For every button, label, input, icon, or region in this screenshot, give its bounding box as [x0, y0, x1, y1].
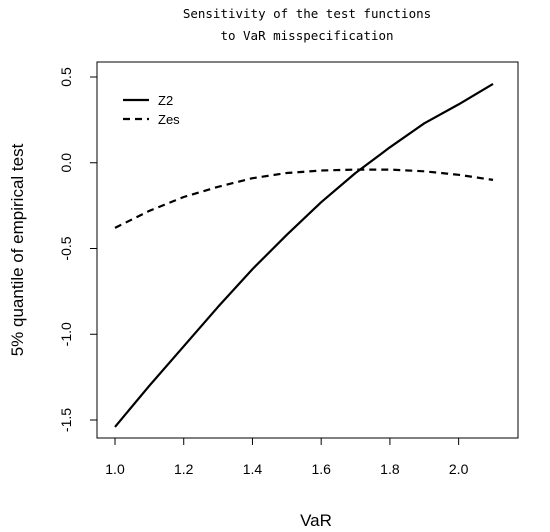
x-tick-label-4: 1.8 — [380, 461, 400, 477]
x-tick-label-3: 1.6 — [311, 461, 331, 477]
y-tick-label-0: -1.5 — [58, 408, 74, 432]
legend: Z2 Zes — [123, 93, 180, 127]
x-tick-label-5: 2.0 — [449, 461, 469, 477]
chart-title-line-2: to VaR misspecification — [220, 28, 393, 43]
legend-label-zes: Zes — [158, 112, 180, 127]
y-tick-label-1: -1.0 — [58, 322, 74, 346]
series-line-zes — [114, 168, 494, 229]
chart-title-line-1: Sensitivity of the test functions — [183, 6, 431, 21]
y-tick-label-2: -0.5 — [58, 236, 74, 260]
x-axis-label: VaR — [300, 511, 332, 530]
y-axis: -1.5 -1.0 -0.5 0.0 0.5 — [58, 67, 98, 432]
x-tick-label-2: 1.4 — [243, 461, 263, 477]
series-line-z2 — [114, 82, 494, 428]
y-tick-label-4: 0.5 — [58, 67, 74, 87]
y-axis-label: 5% quantile of empirical test — [8, 143, 27, 356]
series-layer — [114, 82, 494, 428]
x-axis: 1.0 1.2 1.4 1.6 1.8 2.0 — [105, 437, 469, 477]
x-tick-label-1: 1.2 — [174, 461, 194, 477]
x-tick-label-0: 1.0 — [105, 461, 125, 477]
y-tick-label-3: 0.0 — [58, 153, 74, 173]
legend-label-z2: Z2 — [158, 93, 173, 108]
